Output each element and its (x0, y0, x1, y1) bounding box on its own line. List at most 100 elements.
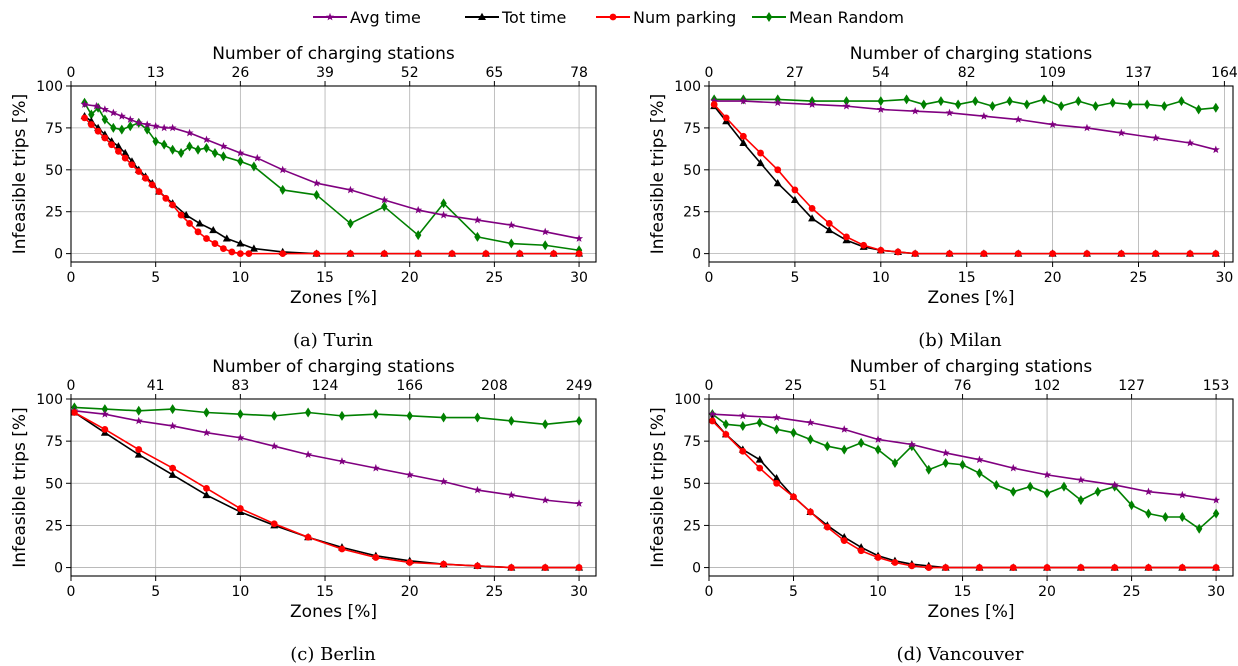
series-mean-random-point (101, 404, 109, 415)
chart-caption: (b) Milan (918, 330, 1002, 351)
y-tick-label: 0 (54, 247, 63, 263)
series-mean-random-point (1179, 512, 1186, 522)
series-num-parking-point (1009, 564, 1017, 571)
x-tick-label: 5 (790, 270, 799, 286)
top-x-tick-label: 137 (1125, 65, 1152, 81)
series-avg-time-point (439, 210, 448, 219)
x-tick-label: 0 (67, 584, 76, 600)
series-avg-time-point (143, 120, 152, 128)
legend-num-parking-marker (609, 13, 617, 21)
series-num-parking-point (135, 446, 143, 453)
series-num-parking-point (1077, 564, 1085, 571)
series-tot-time-point (772, 474, 781, 482)
legend-mean-random-marker (765, 12, 773, 22)
series-avg-time-line (84, 103, 580, 240)
series-mean-random-point (1109, 97, 1116, 108)
series-num-parking-point (474, 562, 481, 570)
series-num-parking-point (894, 248, 902, 256)
series-num-parking-point (722, 114, 730, 122)
series-mean-random-point (925, 464, 932, 475)
x-tick-label: 25 (1123, 584, 1141, 600)
series-mean-random-point (874, 444, 882, 455)
series-tot-time-point (202, 490, 211, 499)
series-num-parking-point (1152, 250, 1160, 258)
series-mean-random-point (250, 161, 258, 172)
series-num-parking-point (860, 241, 868, 249)
series-tot-time-point (121, 148, 130, 157)
series-mean-random-point (406, 410, 413, 421)
top-x-tick-label: 76 (954, 378, 972, 394)
series-mean-random-point (169, 144, 176, 155)
series-num-parking-point (414, 250, 422, 258)
series-num-parking-point (790, 493, 797, 501)
series-avg-time-point (1212, 495, 1221, 504)
series-avg-time-point (507, 220, 516, 229)
top-x-tick-label: 127 (1118, 378, 1145, 394)
series-mean-random-point (1077, 495, 1085, 506)
series-tot-time-line (84, 115, 580, 255)
top-x-tick-label: 25 (785, 378, 803, 394)
series-mean-random-point (1161, 101, 1168, 112)
series-avg-time-point (979, 111, 988, 120)
series-num-parking-point (177, 211, 185, 219)
series-mean-random-point (169, 404, 176, 415)
series-mean-random-point (1006, 96, 1013, 107)
plot-frame (70, 398, 597, 577)
series-num-parking-point (372, 554, 380, 561)
x-tick-label: 20 (401, 270, 419, 286)
series-avg-time-point (109, 108, 118, 117)
series-num-parking-point (1043, 564, 1051, 571)
top-x-tick-label: 27 (786, 65, 804, 81)
series-avg-time-point (1048, 120, 1057, 128)
top-x-tick-label: 13 (147, 65, 165, 81)
series-mean-random-point (722, 419, 730, 430)
series-mean-random-point (1094, 486, 1101, 497)
series-avg-time-point (945, 108, 954, 117)
series-mean-random-point (372, 409, 380, 420)
series-num-parking-point (823, 523, 831, 531)
x-axis-label: Zones [%] (290, 288, 377, 308)
series-num-parking-point (128, 161, 136, 169)
series-num-parking-point (101, 134, 109, 142)
series-num-parking-point (1186, 250, 1194, 258)
series-avg-time-point (1076, 475, 1085, 484)
series-mean-random-point (989, 101, 996, 112)
series-tot-time-point (825, 225, 834, 234)
series-mean-random-point (110, 122, 117, 133)
series-avg-time-point (773, 98, 782, 107)
series-avg-time-point (134, 118, 143, 127)
series-num-parking-point (220, 245, 227, 252)
series-num-parking-point (507, 564, 515, 571)
series-num-parking-point (1212, 564, 1220, 571)
chart-caption: (d) Vancouver (897, 644, 1024, 665)
series-num-parking-point (71, 409, 78, 416)
top-x-tick-label: 0 (705, 378, 714, 394)
series-num-parking-point (135, 168, 143, 175)
series-mean-random-point (279, 184, 286, 195)
x-tick-label: 10 (231, 270, 249, 286)
series-tot-time-point (168, 470, 177, 478)
series-avg-time-point (92, 101, 101, 110)
series-num-parking-point (440, 560, 447, 568)
series-num-parking-point (925, 564, 933, 571)
series-num-parking-point (825, 220, 833, 227)
series-avg-time-point (907, 440, 916, 448)
legend: Avg time Tot time Num parking Mean Random (313, 8, 904, 27)
x-axis-label: Zones [%] (928, 602, 1015, 622)
series-num-parking-point (516, 250, 524, 258)
series-avg-time-point (168, 123, 177, 132)
top-x-tick-label: 109 (1039, 65, 1066, 81)
series-num-parking-point (162, 194, 170, 202)
series-avg-time-point (337, 457, 346, 465)
series-mean-random-point (954, 99, 962, 110)
series-avg-time-point (575, 234, 584, 242)
series-avg-time-point (738, 411, 747, 420)
x-tick-label: 20 (1044, 270, 1062, 286)
series-mean-random-point (843, 96, 850, 107)
y-tick-label: 100 (36, 392, 63, 408)
series-avg-time-point (414, 205, 423, 214)
series-mean-random-point (1126, 99, 1134, 110)
legend-avg-time-label: Avg time (350, 8, 421, 27)
y-axis-label: Infeasible trips [%] (648, 407, 668, 567)
series-avg-time-point (346, 185, 355, 194)
